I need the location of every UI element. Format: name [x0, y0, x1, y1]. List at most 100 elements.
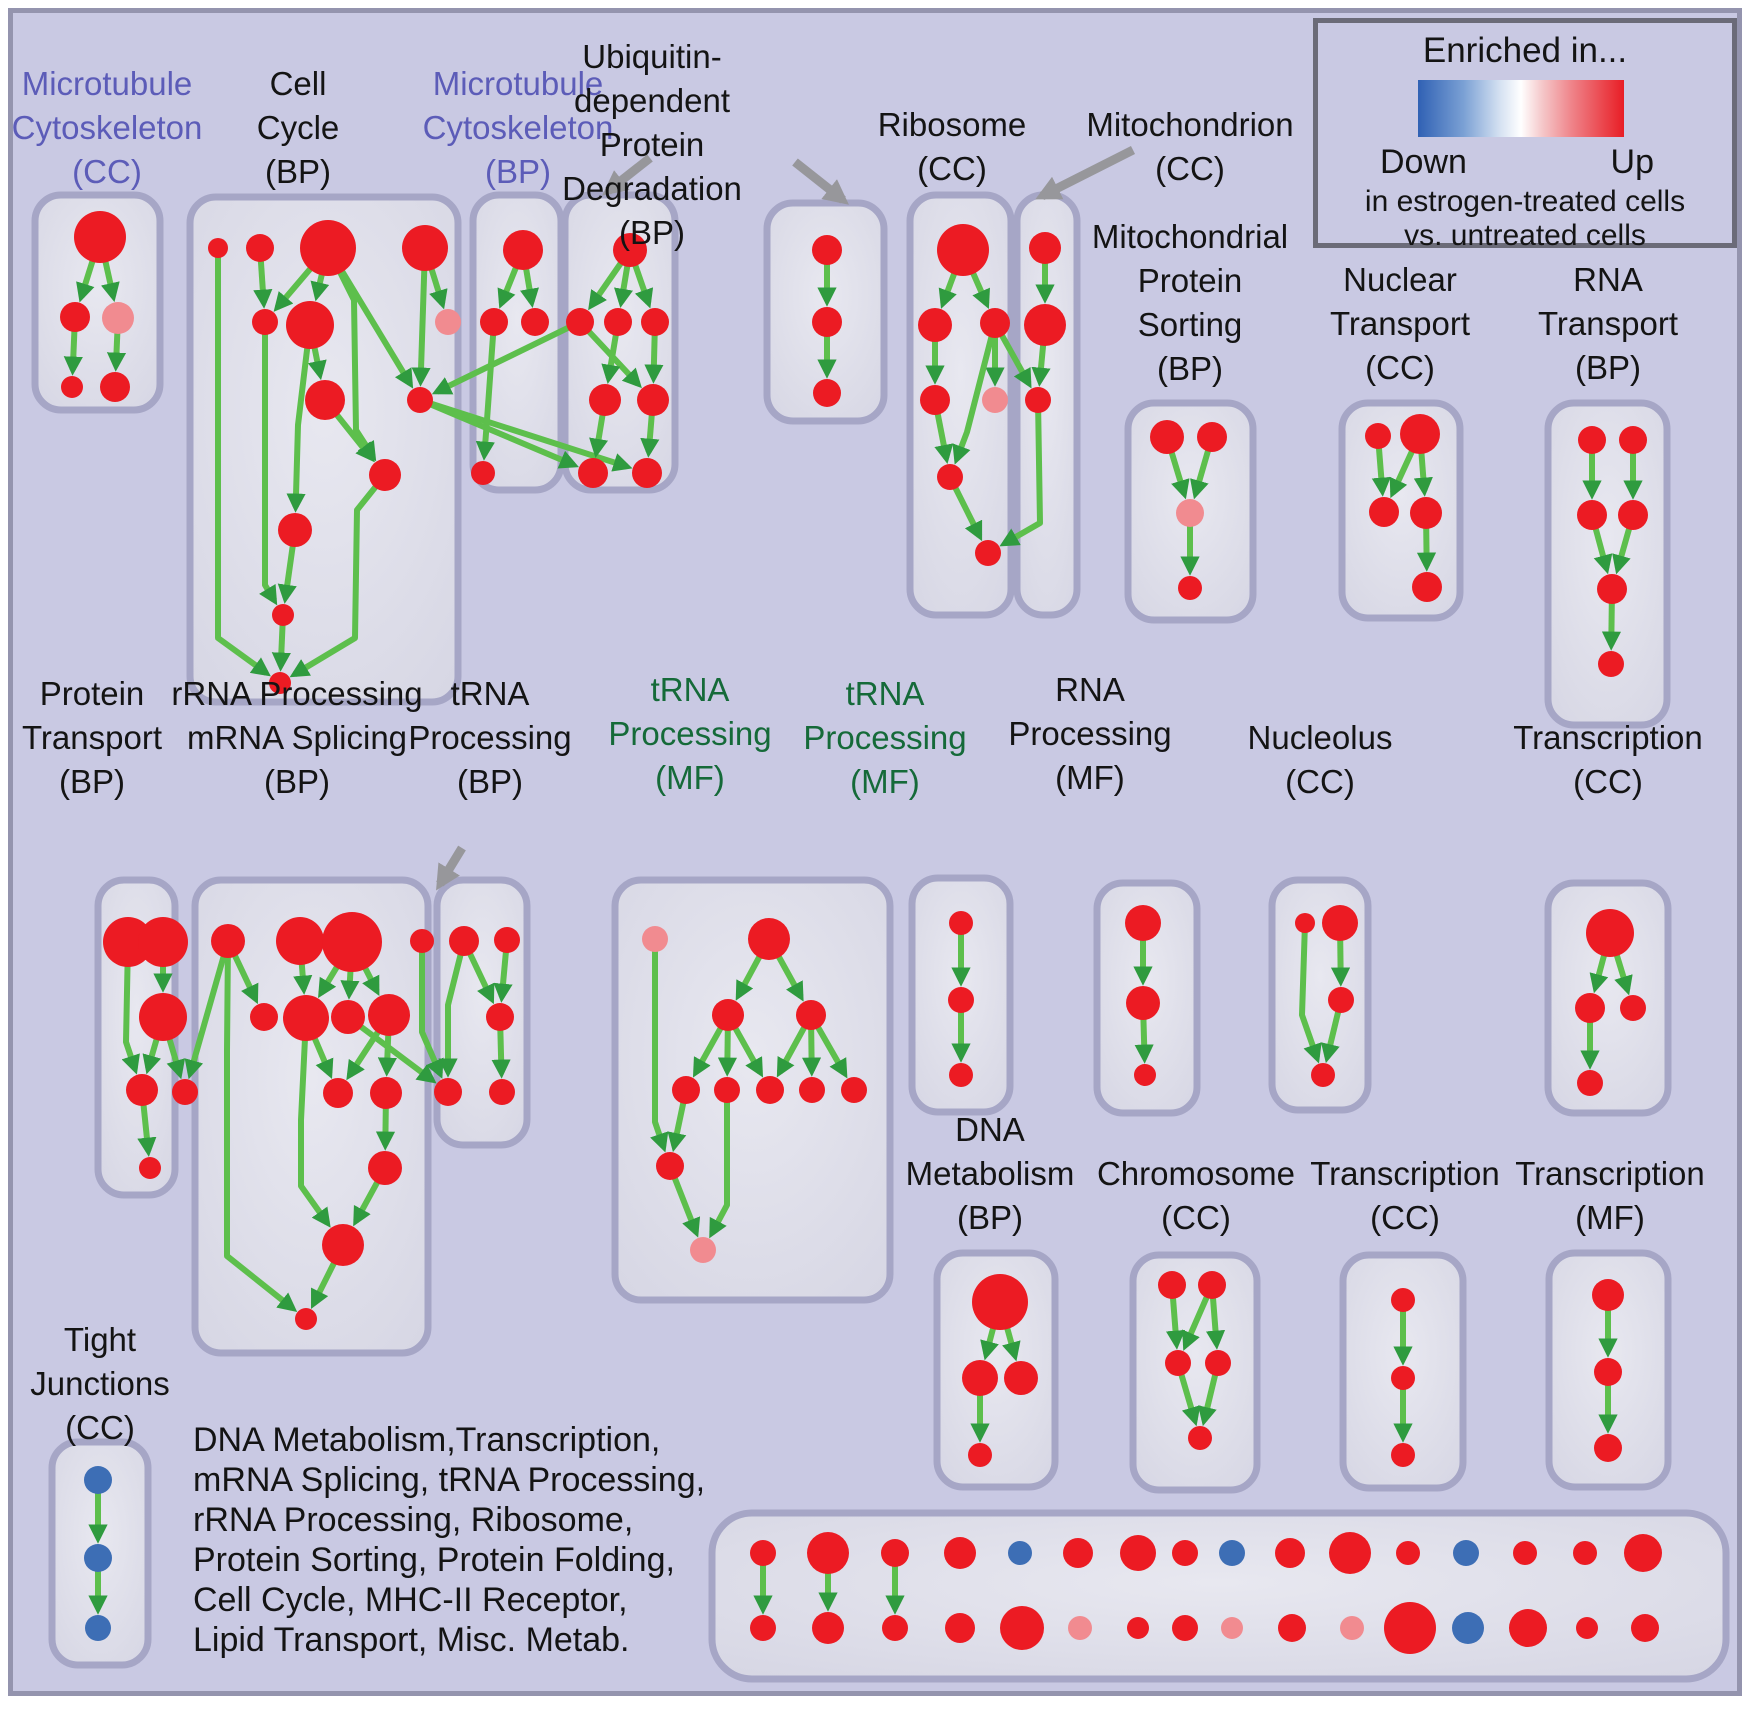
edge-arrow [277, 545, 297, 604]
gene-node [1205, 1350, 1231, 1376]
gene-node [945, 1613, 975, 1643]
cluster-label: Ribosome (CC) [877, 106, 1027, 187]
annotation-text: DNA Metabolism,Transcription, mRNA Splic… [193, 1421, 706, 1659]
edge-arrow [271, 624, 291, 672]
gene-node [283, 995, 329, 1041]
edge-arrow [1389, 449, 1415, 499]
gene-node [331, 1000, 365, 1034]
gene-node [139, 993, 187, 1041]
gene-node [434, 1078, 462, 1106]
edge-arrow [1178, 1373, 1201, 1427]
edge-arrow [431, 324, 570, 395]
edge-arrow [632, 264, 654, 309]
edge-arrow [938, 272, 958, 309]
label-pointer-arrow [602, 154, 653, 196]
gene-node [402, 225, 448, 271]
edge-arrow [776, 1025, 807, 1078]
gene-node [975, 540, 1001, 566]
gene-node [138, 917, 188, 967]
edge-arrow [76, 259, 96, 303]
gene-node [300, 220, 356, 276]
gene-node [61, 376, 83, 398]
gene-node [1278, 1614, 1306, 1642]
gene-node [1631, 1614, 1659, 1642]
gene-node [1311, 1063, 1335, 1087]
legend-down-label: Down [1380, 143, 1467, 181]
gene-node [1396, 1541, 1420, 1565]
gene-node [1618, 500, 1648, 530]
edge-arrow [1589, 954, 1609, 994]
edge-arrow [692, 1026, 724, 1078]
gene-node [480, 308, 508, 336]
gene-node [84, 1544, 112, 1572]
edge-arrow [650, 951, 669, 1153]
edge-arrow [362, 966, 380, 997]
gene-node [1158, 1271, 1186, 1299]
edge-arrow [491, 1029, 511, 1079]
gene-node [796, 1000, 826, 1030]
edge-arrow [377, 1034, 397, 1077]
legend-up-label: Up [1610, 143, 1654, 181]
edge-arrow [1330, 939, 1351, 987]
gene-node [368, 994, 410, 1036]
gene-node [1025, 387, 1051, 413]
gene-node [295, 1308, 317, 1330]
gene-node [1295, 913, 1315, 933]
cluster-box [469, 191, 565, 494]
edge-arrow [1299, 931, 1322, 1064]
gene-node [949, 1063, 973, 1087]
gene-node [1000, 1606, 1044, 1650]
edge-arrow [815, 1025, 848, 1079]
gene-node [126, 1074, 158, 1106]
cluster-label: Mitochondrion (CC) [1086, 106, 1294, 187]
gene-node [368, 1151, 402, 1185]
cluster-label: Microtubule Cytoskeleton (BP) [422, 65, 614, 190]
gene-node [489, 1079, 515, 1105]
gene-node [881, 1539, 909, 1567]
edge-arrow [224, 956, 298, 1312]
gene-node [250, 1003, 278, 1031]
gene-node [1125, 905, 1161, 941]
cluster-label: Chromosome (CC) [1096, 1155, 1296, 1236]
edge-arrow [601, 334, 621, 384]
gene-node [1150, 420, 1184, 454]
edge-arrow [419, 952, 444, 1079]
edge-arrow [671, 1177, 701, 1238]
edge-arrow [1205, 1297, 1226, 1350]
edge-arrow [100, 260, 120, 303]
edge-arrow [307, 346, 327, 381]
gene-node [322, 912, 382, 972]
gene-node [1391, 1366, 1415, 1390]
gene-node [60, 302, 90, 332]
gene-node [435, 309, 461, 335]
gene-node [604, 308, 632, 336]
gene-node [1219, 1540, 1245, 1566]
gene-node [1391, 1443, 1415, 1467]
gene-node [918, 308, 952, 342]
gene-node [1453, 1540, 1479, 1566]
gene-node [1126, 986, 1160, 1020]
edge-arrow [520, 268, 539, 308]
edge-arrow [467, 952, 495, 1005]
gene-node [980, 308, 1010, 338]
gene-node [982, 387, 1008, 413]
gene-node [1452, 1612, 1484, 1644]
gene-node [407, 387, 433, 413]
gene-node [74, 211, 126, 263]
gene-node [712, 999, 744, 1031]
edge-arrow [644, 334, 664, 384]
edge-arrow [952, 486, 983, 542]
edge-arrow [286, 347, 311, 513]
gene-node [1624, 1534, 1662, 1572]
gene-node [211, 924, 245, 958]
edge-arrow [1198, 1373, 1219, 1427]
gene-node [1594, 1358, 1622, 1386]
gene-node [1509, 1609, 1547, 1647]
gene-node [246, 234, 274, 262]
edge-arrow [999, 411, 1043, 547]
cluster-label: Ubiquitin- dependent Protein Degradation… [562, 38, 742, 251]
edge-arrow [106, 332, 127, 372]
edge-arrow [614, 265, 633, 308]
gene-node [1165, 1350, 1191, 1376]
cluster-label: Microtubule Cytoskeleton (CC) [11, 65, 203, 190]
